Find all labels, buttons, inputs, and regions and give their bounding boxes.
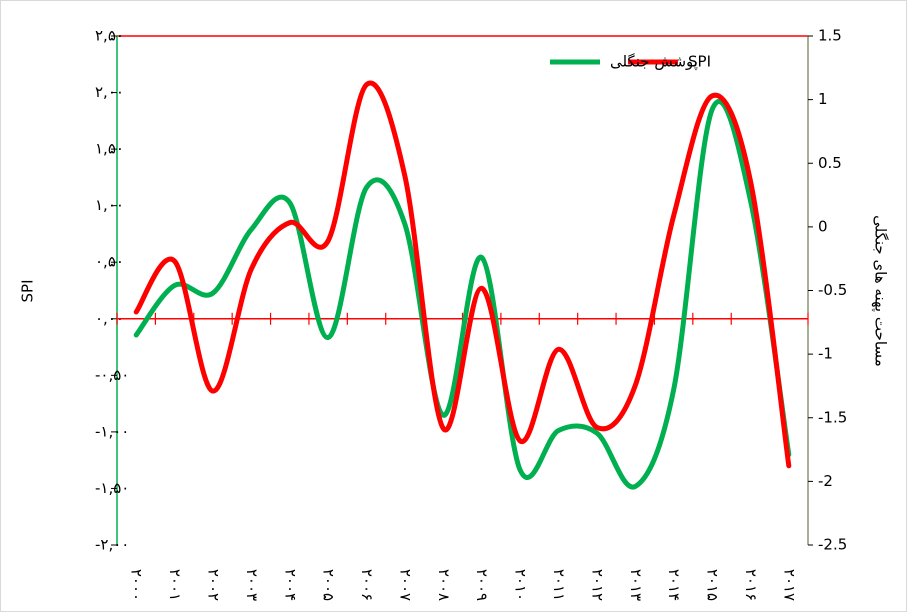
x-tick-label: ۲۰۰۴	[281, 569, 299, 601]
x-tick-label: ۲۰۱۴	[665, 569, 683, 601]
x-tick-label: ۲۰۱۲	[588, 569, 606, 601]
legend-label: پوشش جنگلی	[610, 53, 698, 72]
y2-tick-label: 0.5	[818, 154, 842, 172]
y2-tick-label: -1	[818, 345, 833, 363]
x-tick-label: ۲۰۱۵	[704, 569, 722, 601]
x-tick-label: ۲۰۰۶	[358, 569, 376, 601]
y-tick-label: ۱,۵۰	[95, 140, 124, 158]
y2-tick-label: -2	[818, 472, 833, 490]
x-tick-label: ۲۰۱۷	[780, 569, 798, 601]
x-tick-label: ۲۰۱۶	[742, 569, 760, 601]
x-tick-label: ۲۰۱۱	[550, 569, 568, 601]
y2-tick-label: 1.5	[818, 27, 842, 45]
x-tick-label: ۲۰۰۸	[435, 569, 453, 601]
legend-label: SPI	[688, 53, 711, 71]
y2-tick-label: 0	[818, 217, 828, 235]
x-tick-label: ۲۰۰۹	[473, 569, 491, 601]
y-tick-label: ۲,۵۰	[95, 27, 124, 45]
y2-axis-label: مساحت پهنه های جنگلی	[871, 215, 890, 367]
y2-tick-label: -2.5	[818, 536, 847, 554]
y-axis-label: SPI	[19, 280, 37, 303]
x-tick-label: ۲۰۰۰	[128, 569, 146, 601]
y-tick-label: ۱,۰۰	[95, 196, 124, 214]
y-tick-label: ۰,۵۰	[95, 253, 124, 271]
x-tick-label: ۲۰۰۵	[320, 569, 338, 601]
y2-tick-label: -0.5	[818, 281, 847, 299]
y2-tick-label: 1	[818, 90, 828, 108]
series-line	[133, 99, 792, 490]
x-tick-label: ۲۰۱۳	[627, 569, 645, 601]
y2-tick-label: -1.5	[818, 408, 847, 426]
x-tick-label: ۲۰۱۰	[512, 569, 530, 601]
x-tick-label: ۲۰۰۲	[204, 569, 222, 601]
x-tick-label: ۲۰۰۷	[396, 569, 414, 601]
series-line	[133, 80, 792, 469]
x-tick-label: ۲۰۰۳	[243, 569, 261, 601]
x-tick-label: ۲۰۰۱	[166, 569, 184, 601]
y-tick-label: ۲,۰۰	[95, 83, 124, 101]
